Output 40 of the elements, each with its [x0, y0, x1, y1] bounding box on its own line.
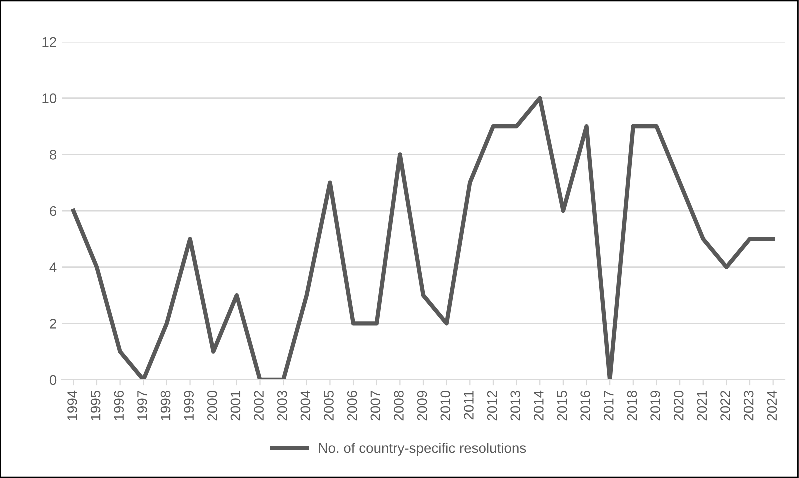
x-tick-label: 2014	[534, 390, 544, 421]
x-tick-label: 2008	[394, 391, 404, 421]
x-tick-label: 2003	[277, 391, 288, 421]
x-tick-label: 2020	[674, 390, 684, 421]
x-tick-label: 1999	[184, 391, 194, 420]
x-tick-label: 2012	[487, 391, 498, 421]
x-tick-label: 2002	[254, 391, 264, 421]
x-tick-label: 2013	[510, 391, 521, 421]
x-tick-label: 2001	[230, 391, 241, 421]
x-tick-label: 2022	[720, 391, 730, 421]
legend-label: No. of country-specific resolutions	[319, 442, 526, 456]
x-tick-label: 2018	[627, 391, 638, 421]
x-tick-label: 2011	[464, 391, 474, 420]
x-tick-label: 2024	[767, 390, 778, 421]
x-tick-label: 2009	[417, 391, 428, 421]
x-tick-label: 2015	[557, 390, 568, 421]
x-tick-label: 2021	[697, 391, 708, 421]
y-tick-label: 4	[50, 262, 57, 272]
x-tick-label: 2007	[370, 391, 381, 421]
x-tick-label: 1995	[90, 390, 101, 420]
x-tick-label: 2017	[604, 391, 614, 421]
line-series	[72, 96, 776, 380]
x-tick-label: 1996	[114, 391, 124, 420]
x-tick-label: 1997	[138, 391, 148, 420]
x-tick-label: 2010	[440, 390, 451, 421]
x-tick-label: 2019	[650, 391, 660, 421]
x-tick-label: 2004	[300, 390, 311, 421]
x-tick-label: 1998	[160, 391, 171, 420]
x-tick-label: 2006	[347, 391, 358, 421]
x-tick-label: 2000	[207, 390, 218, 421]
y-tick-label: 10	[42, 94, 57, 104]
y-tick-label: 2	[50, 319, 56, 329]
x-tick-label: 1994	[68, 390, 78, 420]
x-tick-label: 2023	[744, 391, 754, 421]
y-tick-label: 0	[50, 375, 57, 386]
y-tick-label: 8	[50, 150, 57, 160]
y-tick-label: 12	[42, 37, 56, 48]
x-tick-label: 2016	[580, 391, 590, 421]
x-tick-label: 2005	[324, 390, 334, 421]
y-tick-label: 6	[50, 206, 57, 216]
